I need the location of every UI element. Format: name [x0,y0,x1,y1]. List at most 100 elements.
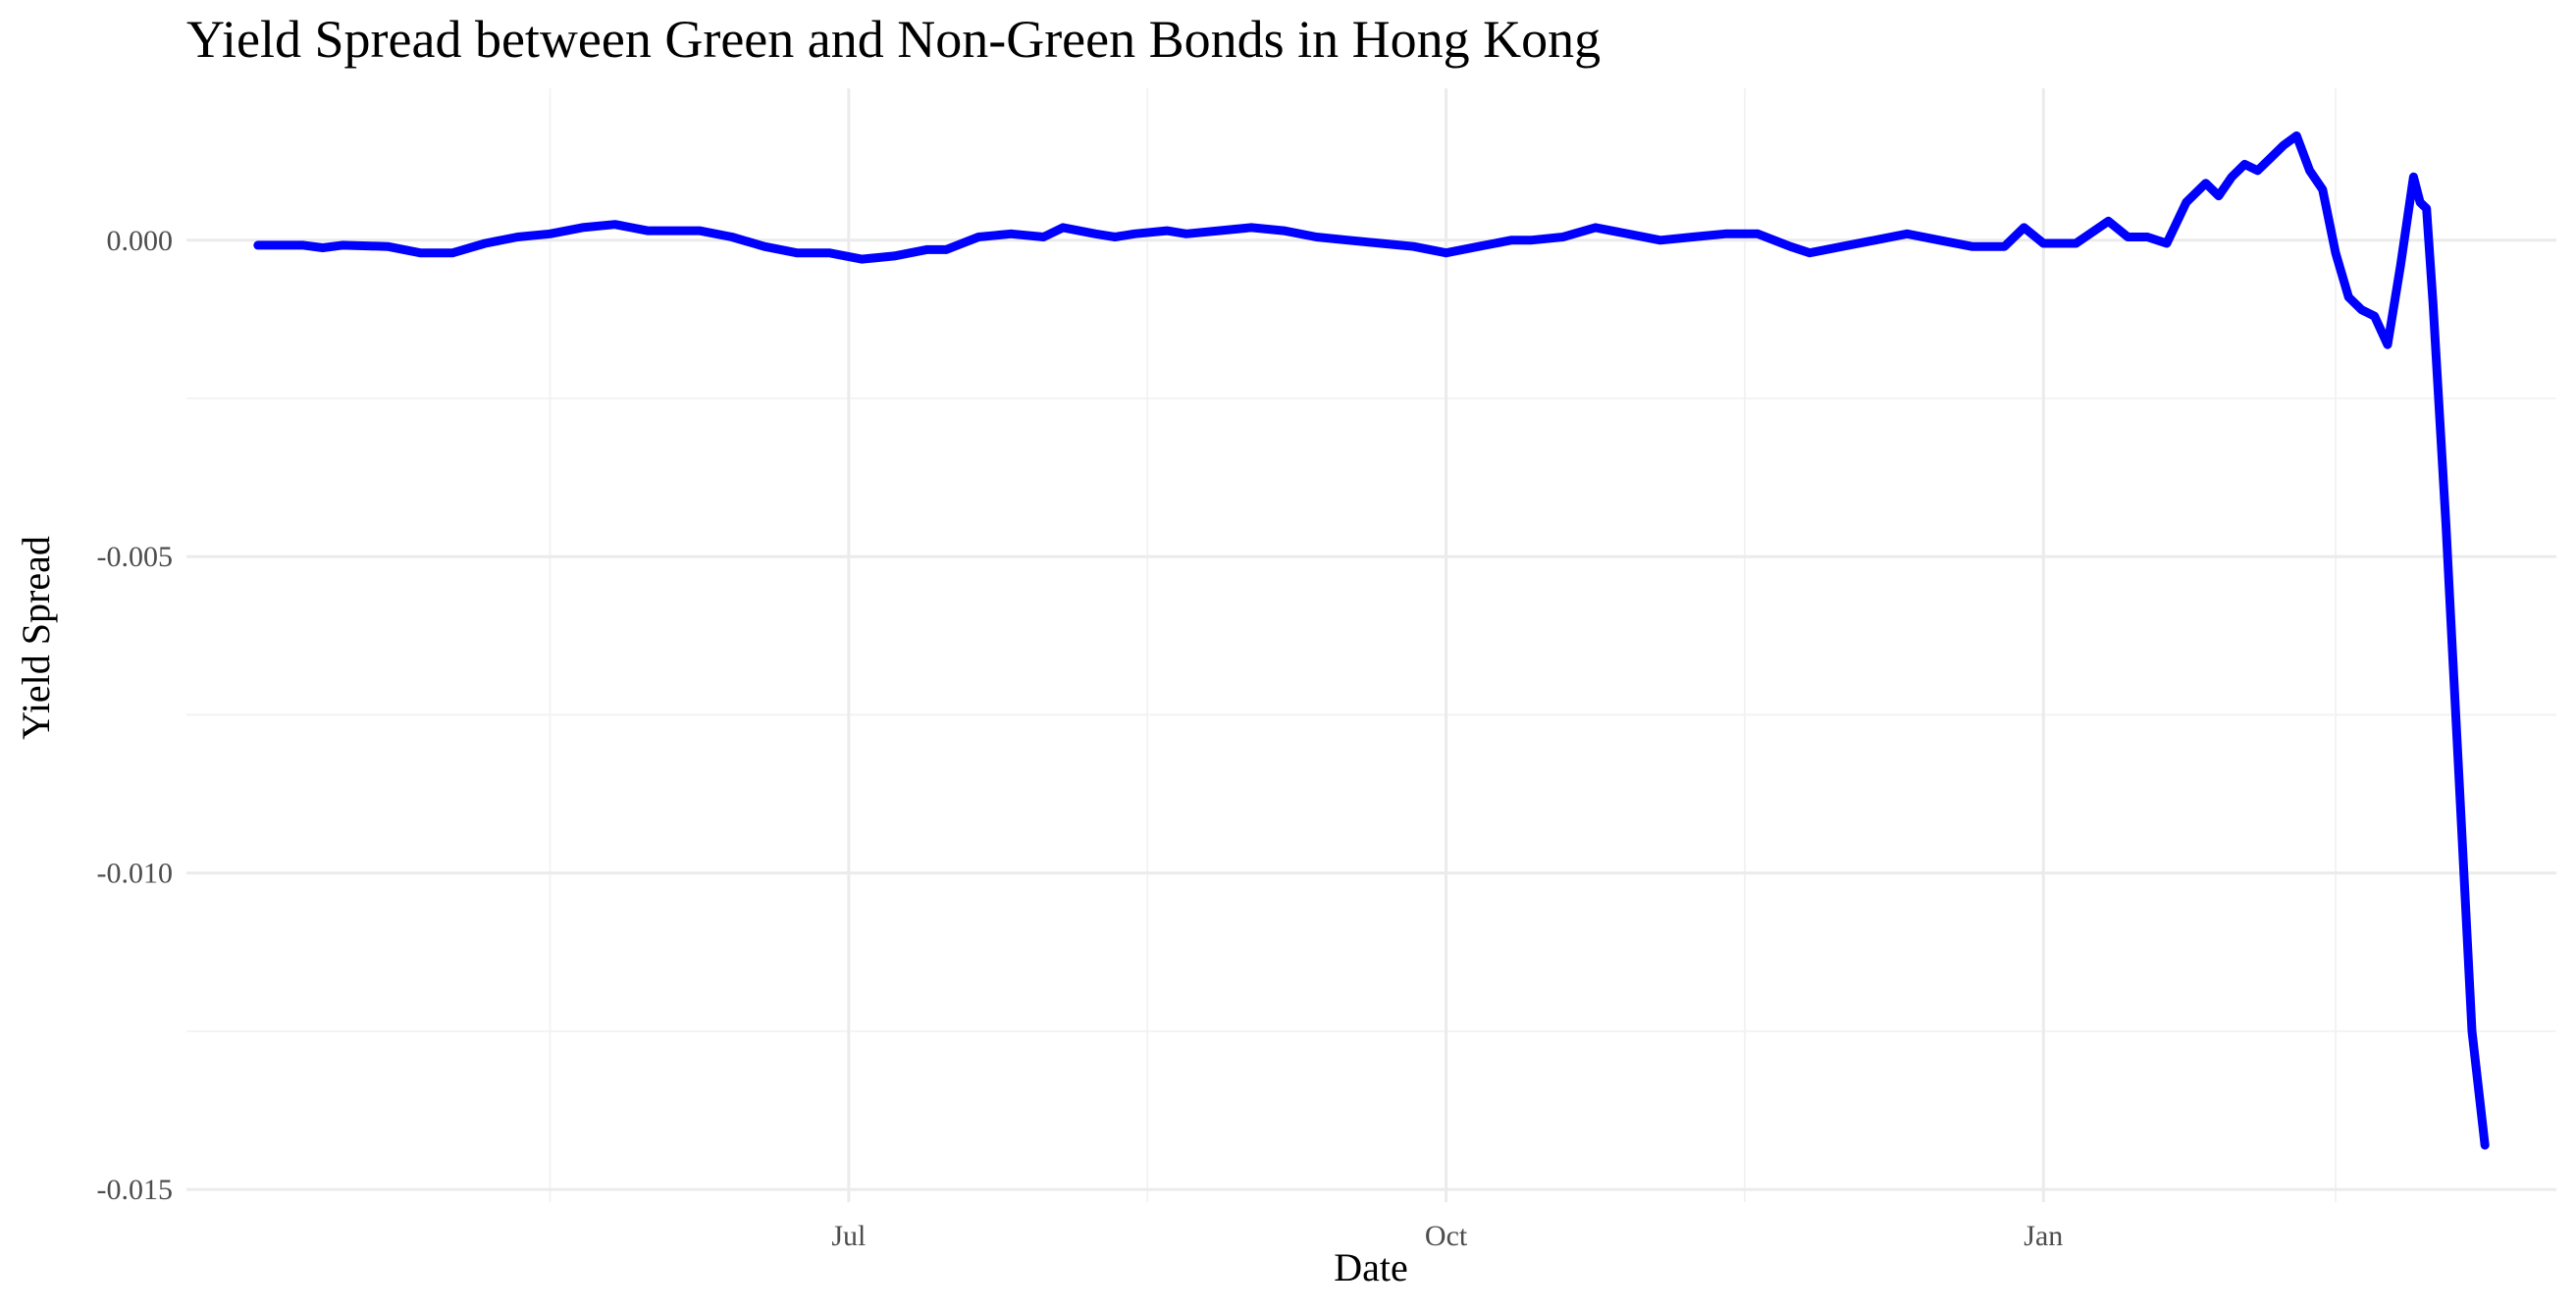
data-point [2307,168,2313,174]
data-point [1690,235,1696,240]
data-point [2385,341,2391,347]
x-tick-label: Oct [1425,1220,1468,1252]
y-tick-label: -0.015 [97,1174,174,1206]
data-point [2106,218,2112,224]
data-point [1345,237,1351,243]
data-point [2397,263,2403,269]
data-point [2462,902,2468,908]
data-point [794,250,800,256]
data-point [2359,307,2365,313]
data-point [1411,243,1417,249]
data-point [580,225,586,231]
data-point [1444,250,1449,256]
data-point [1112,235,1118,240]
data-point [2144,235,2150,240]
data-point [2229,174,2234,180]
y-tick-label: -0.005 [97,541,174,573]
data-point [1787,243,1793,249]
grid [186,88,2556,1202]
data-point [2345,294,2351,300]
data-point [1904,231,1910,236]
x-axis-title: Date [1334,1245,1408,1289]
data-point [1216,228,1222,234]
data-point [2430,300,2436,306]
data-point [859,256,865,262]
data-point [2456,775,2462,781]
data-point [1839,243,1845,249]
y-tick-label: -0.010 [97,858,174,890]
series-points [255,132,2488,1148]
data-point [1313,235,1319,240]
data-point [2022,225,2027,231]
data-point [385,243,391,249]
series-line [253,131,2490,1150]
y-axis-ticks: 0.000 -0.005 -0.010 -0.015 [97,225,174,1206]
data-point [826,250,832,256]
data-point [1248,225,1254,231]
data-point [1060,225,1066,231]
x-tick-label: Jul [831,1220,866,1252]
data-point [2293,132,2299,138]
data-point [1807,250,1813,256]
data-point [449,250,455,256]
data-point [1183,231,1189,236]
data-point [975,235,981,240]
data-point [2320,186,2326,192]
data-point [2203,181,2209,186]
x-axis-ticks: Jul Oct Jan [831,1220,2063,1252]
data-point [923,246,929,252]
data-point [1092,231,1098,236]
data-point [1281,228,1287,234]
data-point [2241,161,2247,167]
data-point [1008,231,1014,236]
data-point [1936,237,1942,243]
data-point [2482,1142,2488,1148]
data-point [1476,243,1482,249]
data-point [482,240,488,246]
data-point [1378,240,1384,246]
x-tick-label: Jan [2024,1220,2063,1252]
data-point [2444,522,2449,528]
data-point [2333,250,2339,256]
data-point [2255,168,2261,174]
chart-title: Yield Spread between Green and Non-Green… [186,10,1601,69]
data-point [2410,174,2416,180]
data-point [320,245,326,251]
data-point [1625,231,1631,236]
data-point [697,228,703,234]
data-point [2164,240,2170,246]
data-point [2372,313,2378,319]
data-point [762,243,767,249]
data-point [514,235,520,240]
data-point [2424,206,2430,212]
data-point [2268,155,2274,161]
data-point [1657,237,1663,243]
data-point [255,242,261,248]
data-point [1560,235,1566,240]
data-point [340,242,345,248]
data-point [729,235,735,240]
data-point [2183,199,2189,205]
data-point [612,222,618,228]
data-point [300,242,306,248]
data-point [677,228,683,234]
data-point [548,231,553,236]
data-point [1528,237,1534,243]
data-point [2002,243,2008,249]
data-point [1755,231,1761,236]
data-point [1508,237,1514,243]
data-point [2469,1028,2475,1034]
data-point [2216,193,2222,199]
data-point [1722,231,1728,236]
data-point [1871,237,1877,243]
data-point [2417,199,2423,205]
data-point [417,250,423,256]
data-point [1131,231,1137,236]
y-tick-label: 0.000 [107,225,174,257]
data-point [645,228,651,234]
data-point [2449,649,2455,655]
data-point [1164,228,1170,234]
data-point [2040,240,2046,246]
data-point [943,246,949,252]
